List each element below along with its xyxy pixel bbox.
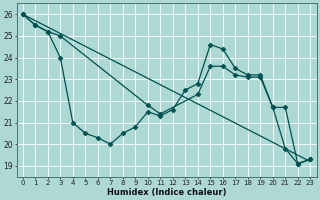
X-axis label: Humidex (Indice chaleur): Humidex (Indice chaleur) bbox=[107, 188, 226, 197]
